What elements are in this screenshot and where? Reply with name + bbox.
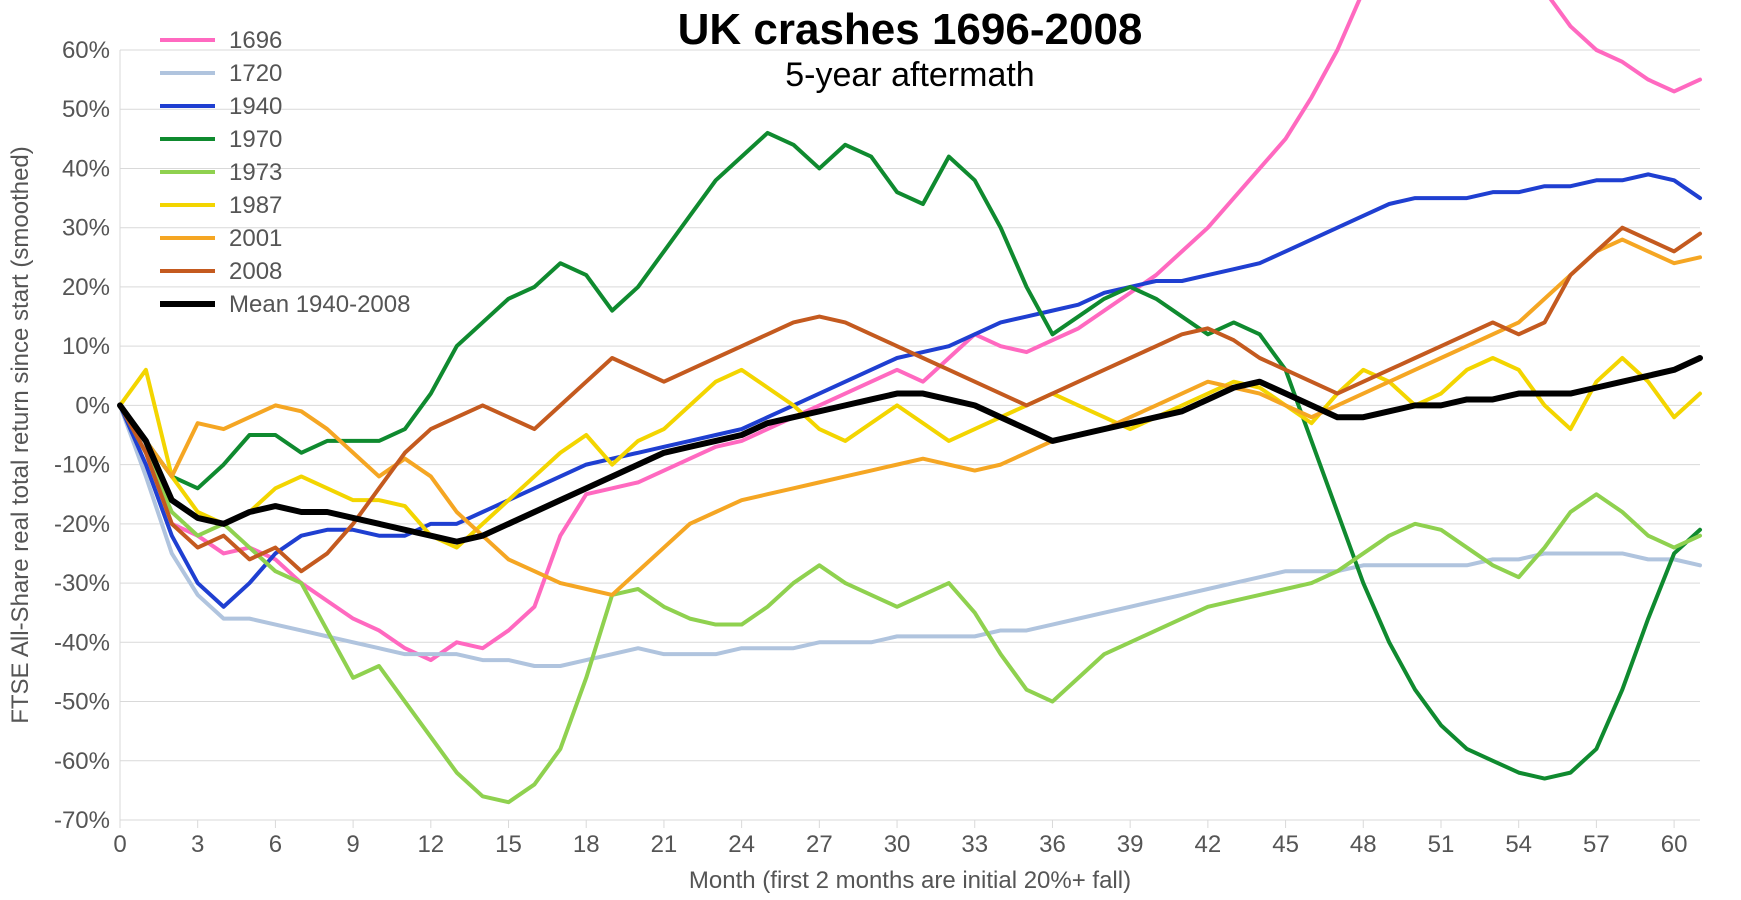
x-axis-label: Month (first 2 months are initial 20%+ f… bbox=[689, 867, 1131, 894]
x-tick-label: 3 bbox=[191, 831, 204, 858]
x-tick-label: 21 bbox=[651, 831, 678, 858]
x-tick-label: 24 bbox=[728, 831, 755, 858]
y-tick-label: -70% bbox=[54, 807, 110, 834]
x-tick-label: 18 bbox=[573, 831, 600, 858]
x-tick-label: 57 bbox=[1583, 831, 1610, 858]
x-tick-label: 27 bbox=[806, 831, 833, 858]
legend-label: 1940 bbox=[229, 93, 282, 120]
x-tick-label: 48 bbox=[1350, 831, 1377, 858]
x-tick-label: 51 bbox=[1428, 831, 1455, 858]
y-tick-label: -10% bbox=[54, 452, 110, 479]
y-tick-label: -50% bbox=[54, 689, 110, 716]
chart-title: UK crashes 1696-2008 bbox=[678, 5, 1143, 54]
y-tick-label: 10% bbox=[62, 333, 110, 360]
y-tick-label: 20% bbox=[62, 274, 110, 301]
legend-label: 1987 bbox=[229, 192, 282, 219]
y-tick-label: 40% bbox=[62, 155, 110, 182]
y-tick-label: 30% bbox=[62, 215, 110, 242]
legend-label: 2001 bbox=[229, 225, 282, 252]
x-tick-label: 39 bbox=[1117, 831, 1144, 858]
x-tick-label: 12 bbox=[417, 831, 444, 858]
x-tick-label: 6 bbox=[269, 831, 282, 858]
x-tick-label: 33 bbox=[961, 831, 988, 858]
legend-label: 1973 bbox=[229, 159, 282, 186]
y-tick-label: 0% bbox=[75, 392, 110, 419]
line-chart: -70% -60% -50% -40% -30% -20% -10% 0% 10% 20% 30% 4… bbox=[0, 0, 1741, 900]
x-tick-label: 42 bbox=[1195, 831, 1222, 858]
x-tick-label: 30 bbox=[884, 831, 911, 858]
legend-label: 1696 bbox=[229, 27, 282, 54]
x-tick-label: 54 bbox=[1505, 831, 1532, 858]
x-tick-label: 0 bbox=[113, 831, 126, 858]
x-tick-label: 60 bbox=[1661, 831, 1688, 858]
y-tick-label: -30% bbox=[54, 570, 110, 597]
y-tick-label: 60% bbox=[62, 37, 110, 64]
legend-label: Mean 1940-2008 bbox=[229, 291, 410, 318]
y-tick-label: -20% bbox=[54, 511, 110, 538]
x-tick-label: 15 bbox=[495, 831, 522, 858]
y-tick-label: -40% bbox=[54, 629, 110, 656]
x-tick-label: 9 bbox=[346, 831, 359, 858]
x-tick-label: 36 bbox=[1039, 831, 1066, 858]
y-tick-label: -60% bbox=[54, 748, 110, 775]
y-axis-label: FTSE All-Share real total return since s… bbox=[7, 146, 34, 724]
chart-subtitle: 5-year aftermath bbox=[785, 56, 1034, 94]
chart-container: -70% -60% -50% -40% -30% -20% -10% 0% 10% 20% 30% 4… bbox=[0, 0, 1741, 900]
legend-label: 1720 bbox=[229, 60, 282, 87]
y-tick-label: 50% bbox=[62, 96, 110, 123]
legend-label: 2008 bbox=[229, 258, 282, 285]
legend-label: 1970 bbox=[229, 126, 282, 153]
x-tick-label: 45 bbox=[1272, 831, 1299, 858]
